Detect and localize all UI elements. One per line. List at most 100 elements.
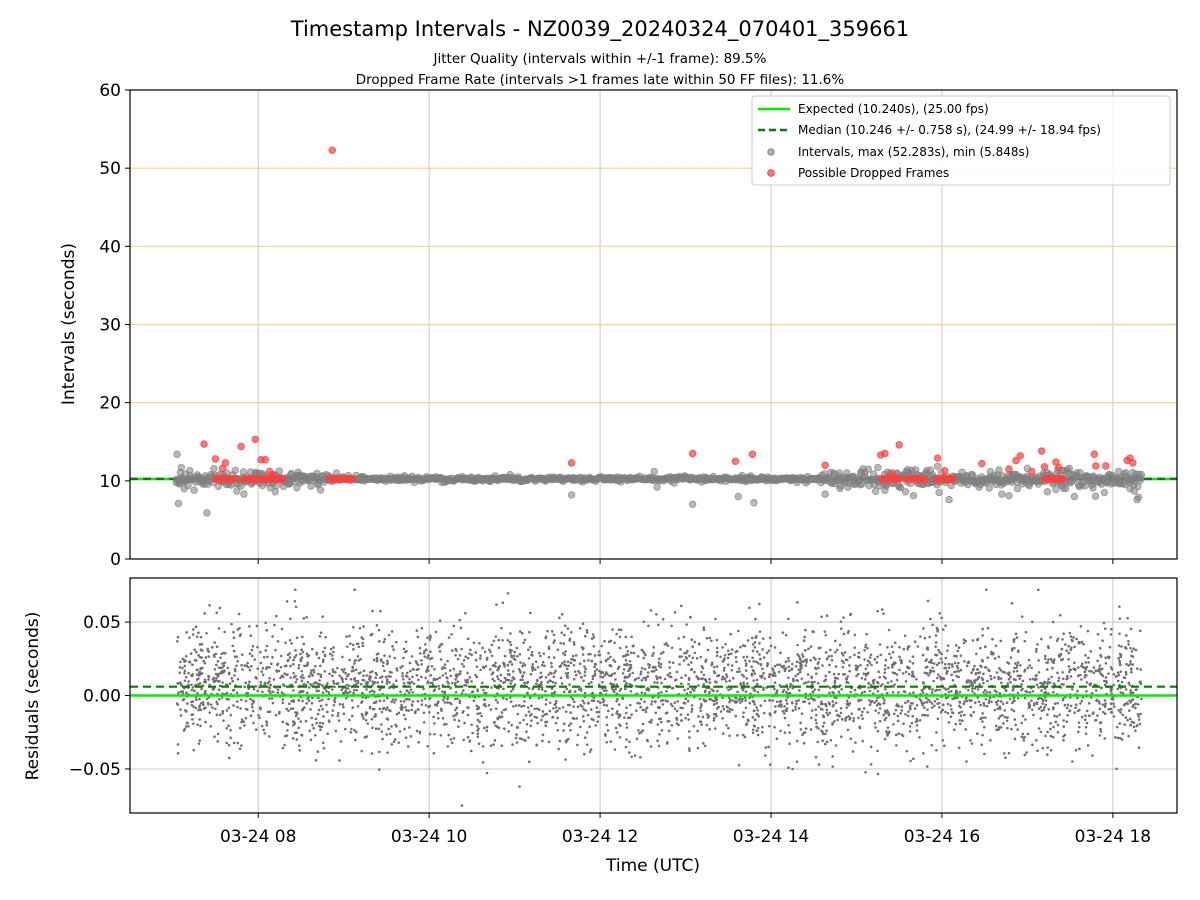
residual-point — [295, 636, 299, 640]
residual-point — [507, 721, 511, 724]
residual-point — [857, 716, 860, 720]
residual-point — [472, 641, 476, 645]
residual-point — [466, 713, 470, 717]
residual-point — [1040, 689, 1043, 692]
residual-point — [946, 644, 950, 647]
residual-point — [560, 682, 564, 685]
residual-point — [484, 691, 488, 695]
residual-point — [184, 659, 187, 663]
residual-point — [263, 681, 267, 685]
residual-point — [514, 704, 518, 707]
residual-point — [608, 663, 612, 667]
residual-point — [454, 708, 457, 712]
residual-point — [653, 681, 656, 684]
residual-point — [936, 717, 940, 721]
residual-point — [1103, 627, 1107, 630]
residual-point — [919, 635, 922, 638]
residual-point — [563, 633, 566, 637]
residual-point — [773, 671, 776, 675]
residual-point — [713, 671, 717, 675]
residual-point — [563, 624, 567, 628]
residual-point — [607, 709, 610, 713]
residual-point — [613, 660, 617, 663]
residual-point — [327, 720, 331, 724]
residual-point — [686, 699, 690, 703]
residual-point — [781, 631, 785, 634]
residual-point — [202, 707, 206, 710]
residual-point — [445, 722, 448, 726]
residual-point — [727, 726, 730, 730]
residual-point — [762, 711, 766, 715]
residual-point — [209, 725, 213, 728]
residual-point — [437, 684, 440, 688]
residual-point — [1046, 753, 1049, 756]
residual-point — [807, 697, 810, 701]
residual-point — [529, 672, 533, 676]
residual-point — [443, 663, 447, 666]
residual-point — [1046, 746, 1050, 749]
residual-point — [1104, 662, 1108, 665]
residual-point — [180, 682, 183, 686]
residual-point — [891, 690, 895, 694]
residual-point — [870, 663, 873, 667]
residual-point — [828, 670, 831, 674]
residual-point — [445, 676, 448, 679]
residual-point — [655, 613, 658, 616]
residual-point — [385, 682, 389, 685]
residual-point — [405, 671, 409, 675]
residual-point — [492, 743, 495, 746]
residual-point — [767, 745, 770, 749]
residual-point — [476, 688, 479, 692]
residual-point — [731, 699, 734, 702]
residual-point — [802, 639, 806, 642]
residual-point — [831, 704, 835, 708]
interval-point — [975, 483, 983, 491]
residual-point — [1083, 670, 1087, 673]
residual-point — [288, 702, 291, 706]
residual-point — [249, 664, 253, 668]
residual-point — [1073, 661, 1076, 665]
residual-point — [515, 733, 518, 736]
residual-point — [915, 724, 919, 727]
residual-point — [509, 643, 513, 647]
residual-point — [1047, 658, 1050, 661]
residual-point — [233, 667, 237, 671]
residual-point — [582, 720, 586, 723]
residual-point — [1014, 678, 1017, 682]
residual-point — [687, 682, 690, 686]
residual-point — [1124, 670, 1128, 674]
residual-point — [933, 704, 936, 707]
residual-point — [206, 647, 210, 651]
residual-point — [997, 655, 1001, 659]
residual-point — [569, 728, 572, 732]
residual-point — [936, 697, 939, 701]
residual-point — [668, 666, 672, 669]
residual-point — [670, 687, 674, 690]
residual-point — [967, 688, 970, 692]
residual-point — [828, 686, 832, 689]
residual-point — [786, 687, 790, 691]
residual-point — [1124, 716, 1128, 719]
residual-point — [751, 728, 755, 732]
residual-point — [654, 700, 657, 704]
residual-point — [351, 625, 355, 629]
residual-point — [737, 667, 741, 670]
residual-point — [317, 672, 320, 676]
residual-point — [825, 729, 828, 733]
residual-point — [426, 656, 429, 660]
residual-point — [918, 718, 922, 722]
residual-point — [385, 679, 389, 683]
residual-point — [794, 664, 798, 668]
residual-point — [458, 618, 462, 622]
residual-point — [281, 701, 285, 705]
residual-point — [193, 689, 196, 693]
residual-point — [428, 697, 432, 700]
residual-point — [802, 741, 806, 745]
residual-point — [287, 709, 290, 713]
residual-point — [318, 635, 322, 638]
residual-point — [1069, 635, 1073, 638]
residual-point — [1069, 704, 1073, 708]
residual-point — [801, 653, 804, 656]
residual-point — [660, 699, 663, 703]
residual-point — [846, 675, 850, 678]
